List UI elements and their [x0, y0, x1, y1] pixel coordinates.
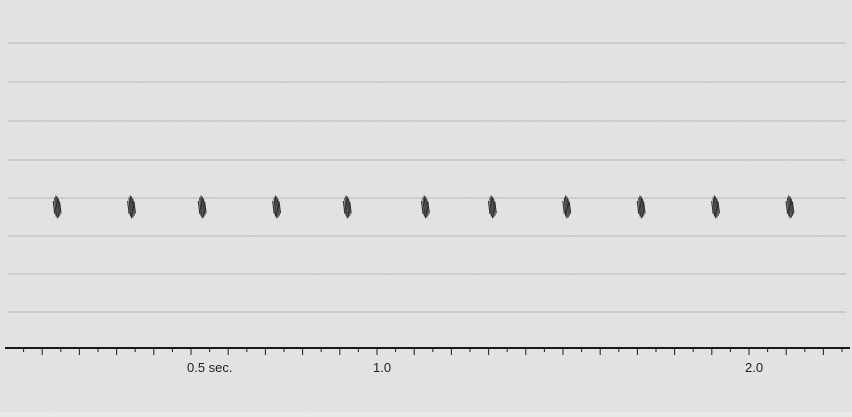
pulse-burst-5 — [342, 195, 352, 219]
pulse-burst-9 — [636, 195, 646, 219]
time-axis — [5, 347, 850, 355]
pulse-stroke — [201, 196, 205, 218]
pulse-stroke — [639, 195, 642, 219]
pulse-burst-1 — [52, 195, 62, 219]
pulse-stroke — [204, 201, 207, 214]
pulse-stroke — [562, 200, 565, 214]
pulse-stroke — [426, 198, 429, 216]
pulse-stroke — [641, 198, 645, 216]
pulse-burst-3 — [197, 195, 207, 219]
pulse-stroke — [713, 195, 717, 219]
pulse-stroke — [131, 196, 134, 218]
pulse-stroke — [790, 198, 794, 216]
pulse-burst-8 — [562, 195, 572, 219]
pulse-stroke — [494, 201, 497, 214]
pulse-stroke — [640, 196, 644, 218]
pulse-stroke — [59, 201, 62, 214]
pulse-burst-7 — [487, 195, 497, 219]
pulse-stroke — [133, 201, 136, 214]
pulse-stroke — [200, 195, 203, 219]
pulse-stroke — [276, 196, 279, 218]
pulse-stroke — [785, 200, 789, 214]
pulse-stroke — [129, 195, 133, 219]
pulse-stroke — [636, 200, 640, 214]
pulse-stroke — [128, 197, 132, 217]
pulse-stroke — [716, 198, 719, 216]
pulse-stroke — [346, 196, 350, 218]
pulse-stroke — [273, 197, 277, 217]
pulse-stroke — [197, 200, 201, 214]
tick-labels: 0.5 sec. 1.0 2.0 — [187, 360, 763, 375]
pulse-stroke — [566, 196, 569, 218]
pulse-stroke — [421, 200, 424, 214]
pulse-stroke — [712, 197, 716, 217]
pulse-stroke — [52, 200, 56, 214]
pulse-stroke — [491, 196, 495, 218]
pulse-stroke — [54, 197, 57, 217]
pulse-stroke — [199, 197, 202, 217]
pulse-stroke — [57, 198, 61, 216]
gridlines — [8, 42, 846, 313]
pulse-stroke — [490, 195, 494, 219]
pulse-burst-6 — [421, 195, 430, 219]
pulse-stroke — [786, 197, 790, 217]
pulse-stroke — [349, 201, 352, 214]
pulse-stroke — [202, 198, 206, 216]
pulse-stroke — [344, 197, 347, 217]
pulse-series — [52, 195, 795, 219]
pulse-stroke — [427, 201, 430, 214]
pulse-burst-4 — [272, 195, 282, 219]
pulse-stroke — [342, 200, 346, 214]
pulse-stroke — [788, 195, 791, 219]
pulse-stroke — [56, 196, 60, 218]
pulse-stroke — [272, 200, 275, 214]
pulse-stroke — [487, 200, 491, 214]
pulse-stroke — [424, 196, 428, 218]
tick-label-1: 0.5 sec. — [187, 360, 233, 375]
tick-label-2: 1.0 — [373, 360, 391, 375]
pulse-burst-10 — [711, 195, 720, 219]
pulse-stroke — [278, 201, 282, 214]
pulse-stroke — [127, 200, 130, 214]
pulse-burst-11 — [785, 195, 795, 219]
pulse-stroke — [791, 201, 795, 214]
pulse-stroke — [423, 195, 427, 219]
tick-label-3: 2.0 — [745, 360, 763, 375]
pulse-stroke — [274, 195, 278, 219]
pulse-stroke — [711, 200, 714, 214]
pulse-stroke — [564, 195, 568, 219]
pulse-stroke — [789, 196, 792, 218]
pulse-stroke — [717, 201, 720, 214]
pulse-stroke — [715, 196, 718, 218]
pulse-stroke — [132, 198, 135, 216]
pulse-stroke — [489, 197, 492, 217]
pulse-stroke — [55, 195, 58, 219]
pulse-stroke — [563, 197, 567, 217]
pulse-stroke — [422, 197, 425, 217]
pulse-stroke — [568, 201, 572, 214]
pulse-stroke — [277, 198, 280, 216]
pulse-stroke — [643, 201, 646, 214]
pulse-stroke — [493, 198, 496, 216]
pulse-stroke — [347, 198, 351, 216]
pulse-stroke — [345, 195, 348, 219]
pulse-stroke — [567, 198, 570, 216]
pulse-stroke — [638, 197, 641, 217]
pulse-burst-2 — [127, 195, 136, 219]
